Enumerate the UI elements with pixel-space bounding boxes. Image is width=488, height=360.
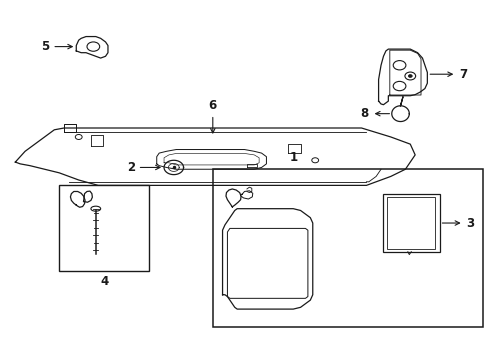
Bar — [59, 185, 149, 271]
Text: 1: 1 — [288, 151, 297, 164]
Text: 5: 5 — [41, 40, 72, 53]
Text: 8: 8 — [360, 107, 388, 120]
Text: 4: 4 — [100, 275, 108, 288]
Bar — [212, 169, 483, 327]
Text: 3: 3 — [442, 216, 473, 230]
Text: 6: 6 — [208, 99, 217, 133]
Text: 7: 7 — [429, 68, 466, 81]
Circle shape — [407, 75, 411, 77]
Bar — [386, 197, 434, 249]
Text: 2: 2 — [126, 161, 160, 174]
Bar — [383, 194, 439, 252]
